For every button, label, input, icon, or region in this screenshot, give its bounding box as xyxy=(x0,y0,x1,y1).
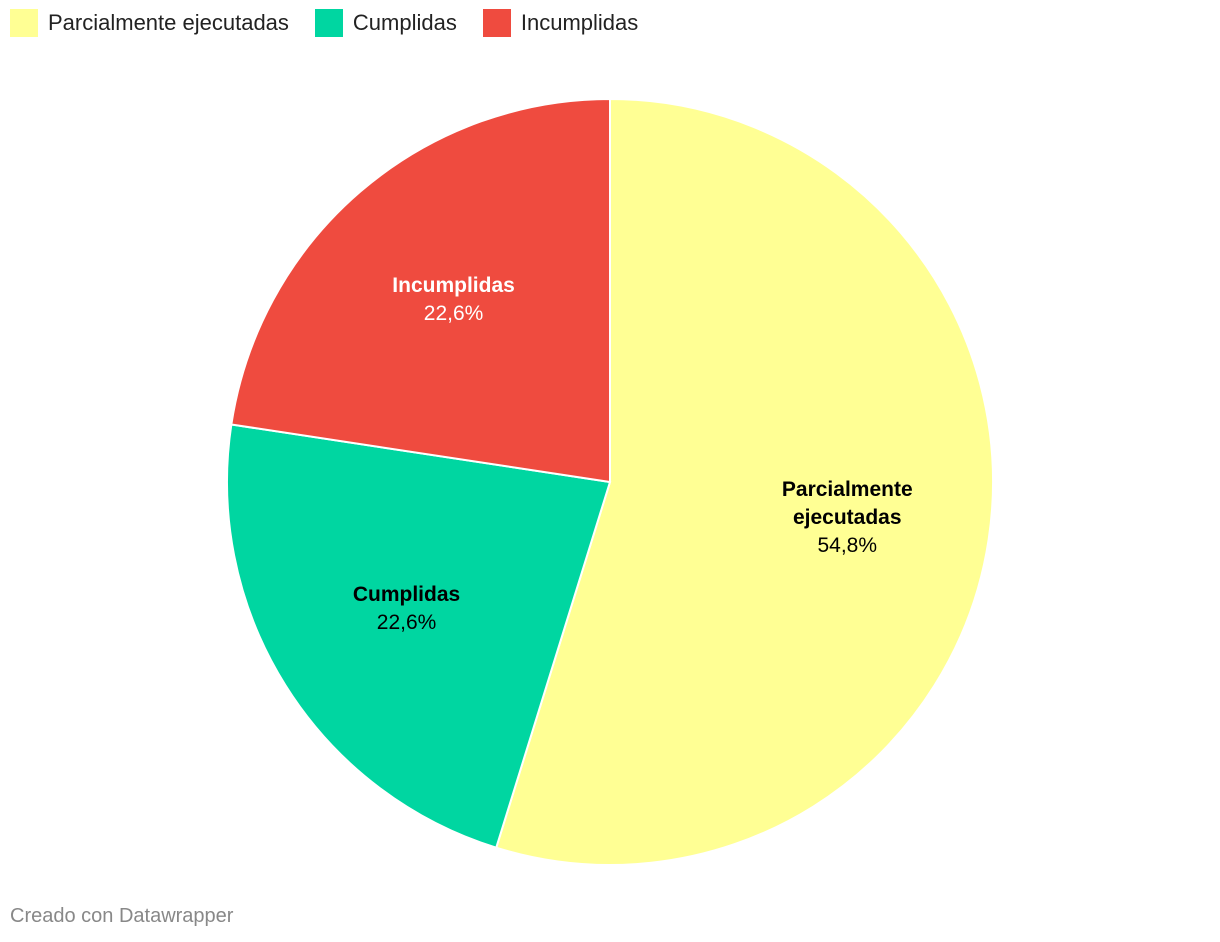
legend-label: Parcialmente ejecutadas xyxy=(48,10,289,35)
pie-slice xyxy=(226,423,612,849)
legend: Parcialmente ejecutadas Cumplidas Incumpli… xyxy=(10,9,638,37)
slice-value: 22,6% xyxy=(376,611,437,635)
pie-slice xyxy=(494,97,994,866)
legend-item: Parcialmente ejecutadas xyxy=(10,9,289,37)
slice-label: Parcialmente ejecutadas 54,8% xyxy=(747,476,947,560)
slice-value: 54,8% xyxy=(817,534,878,558)
slice-category: Parcialmente ejecutadas xyxy=(781,478,913,530)
pie-slice xyxy=(230,97,611,484)
legend-label: Incumplidas xyxy=(520,10,639,35)
slice-category: Incumplidas xyxy=(392,273,515,297)
legend-label: Cumplidas xyxy=(352,10,457,35)
legend-swatch xyxy=(314,9,343,37)
legend-item: Cumplidas xyxy=(314,9,457,37)
slice-value: 22,6% xyxy=(423,301,484,325)
slice-category: Cumplidas xyxy=(352,583,461,607)
legend-swatch xyxy=(10,9,38,37)
legend-item: Incumplidas xyxy=(482,9,639,37)
credit: Creado con Datawrapper xyxy=(10,905,234,927)
legend-swatch xyxy=(482,9,511,37)
slice-label: Cumplidas 22,6% xyxy=(307,581,507,637)
slice-label: Incumplidas 22,6% xyxy=(354,272,554,328)
